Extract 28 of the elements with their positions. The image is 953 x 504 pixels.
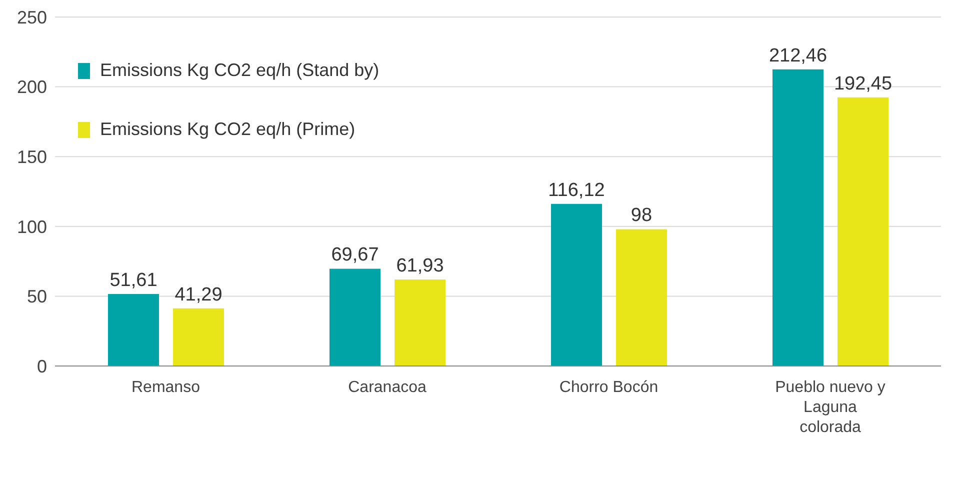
y-tick-label: 100 xyxy=(16,216,47,237)
data-label: 41,29 xyxy=(174,284,222,306)
x-tick-label: Pueblo nuevo y Laguna colorada xyxy=(775,379,886,436)
x-tick-label: Remanso xyxy=(132,379,200,396)
y-tick-label: 50 xyxy=(26,286,47,307)
data-label: 61,93 xyxy=(396,256,444,277)
y-tick-label: 250 xyxy=(16,7,47,28)
data-label: 116,12 xyxy=(548,180,605,201)
bar xyxy=(173,308,224,366)
data-label: 69,67 xyxy=(331,244,379,266)
x-tick-label: Caranacoa xyxy=(348,379,426,396)
bar xyxy=(616,229,667,366)
data-label: 192,45 xyxy=(834,73,892,94)
bar xyxy=(838,97,888,366)
legend-label: Emissions Kg CO2 eq/h (Prime) xyxy=(100,119,356,140)
x-tick-label: Chorro Bocón xyxy=(559,379,658,396)
bar xyxy=(108,294,159,366)
bar xyxy=(394,280,446,366)
data-label: 51,61 xyxy=(110,270,158,291)
bar xyxy=(772,69,824,366)
y-tick-label: 0 xyxy=(36,356,47,376)
bar xyxy=(330,268,380,366)
legend-label: Emissions Kg CO2 eq/h (Stand by) xyxy=(100,60,380,81)
data-label: 212,46 xyxy=(768,45,828,66)
y-tick-label: 200 xyxy=(16,77,47,98)
data-label: 98 xyxy=(630,205,652,226)
y-tick-label: 150 xyxy=(16,146,47,167)
bar xyxy=(551,204,602,366)
